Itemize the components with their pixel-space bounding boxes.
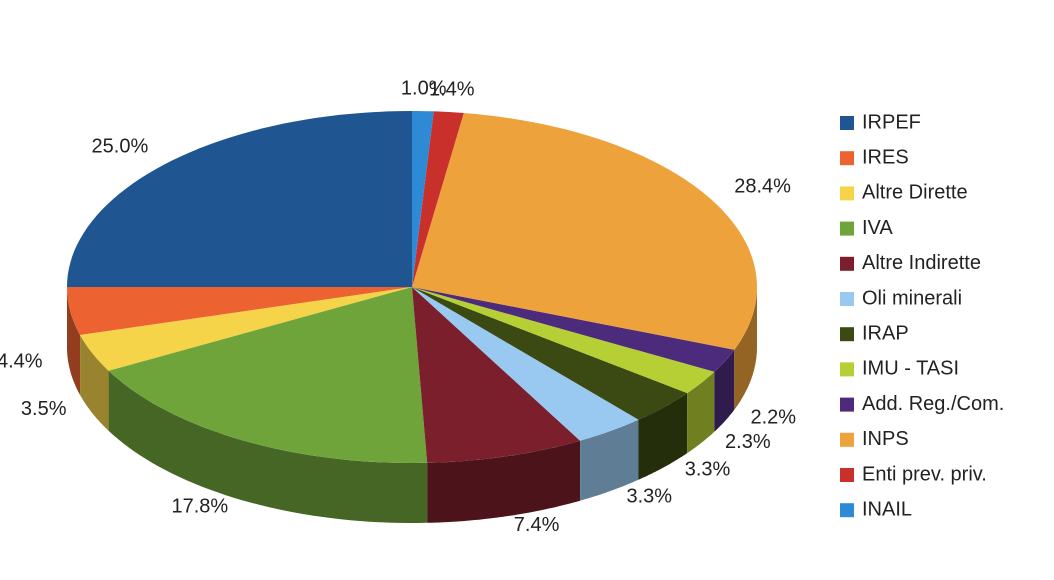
slice-side <box>67 287 81 395</box>
legend-swatch <box>840 503 854 518</box>
legend-swatch <box>840 432 854 447</box>
slice <box>80 287 412 371</box>
legend-swatch <box>840 397 854 412</box>
slice <box>412 287 735 372</box>
legend-swatch <box>840 116 854 130</box>
slice <box>412 287 581 463</box>
data-label: 28.4% <box>734 176 791 198</box>
data-label: 3.3% <box>685 458 731 480</box>
legend-swatch <box>840 221 854 236</box>
slice <box>67 287 412 335</box>
data-label: 3.5% <box>21 398 67 420</box>
data-label: 4.4% <box>0 351 43 373</box>
data-label: 1.4% <box>429 78 475 100</box>
legend-label: Add. Reg./Com. <box>862 393 1004 415</box>
data-label: 25.0% <box>92 135 149 157</box>
data-label: 1.0% <box>401 77 447 99</box>
legend-swatch <box>840 468 854 482</box>
legend-swatch <box>840 186 854 201</box>
data-label: 2.2% <box>750 406 796 428</box>
slice-side <box>638 393 688 480</box>
slice-side <box>580 419 639 501</box>
slice <box>67 111 412 287</box>
data-label: 2.3% <box>725 431 771 453</box>
legend-label: Enti prev. priv. <box>862 463 987 485</box>
legend-label: IRPEF <box>862 111 921 133</box>
slice-side <box>714 349 735 432</box>
legend-label: IRAP <box>862 322 909 344</box>
slice <box>412 287 688 420</box>
legend-label: Altre Dirette <box>862 182 968 204</box>
legend-label: IRES <box>862 146 909 168</box>
legend-label: Altre Indirette <box>862 252 981 274</box>
slice <box>412 287 639 441</box>
legend-label: IVA <box>862 217 893 239</box>
legend-swatch <box>840 292 854 306</box>
slice-side <box>108 370 428 523</box>
legend-label: IMU - TASI <box>862 358 959 380</box>
legend-label: Oli minerali <box>862 287 962 309</box>
data-label: 17.8% <box>171 496 228 518</box>
legend-label: INAIL <box>862 498 912 520</box>
slice-side <box>734 287 757 410</box>
legend-swatch <box>840 256 854 271</box>
slice-side <box>80 335 109 431</box>
legend-swatch <box>840 327 854 342</box>
legend-swatch <box>840 151 854 166</box>
legend-label: INPS <box>862 428 909 450</box>
data-label: 7.4% <box>514 514 560 536</box>
slice <box>108 287 428 463</box>
data-label: 3.3% <box>626 485 672 507</box>
slice <box>412 111 464 287</box>
slice <box>412 113 757 350</box>
slice-side <box>427 440 581 523</box>
legend-swatch <box>840 362 854 377</box>
slice <box>412 111 434 287</box>
slice <box>412 287 715 394</box>
slice-side <box>687 371 715 454</box>
